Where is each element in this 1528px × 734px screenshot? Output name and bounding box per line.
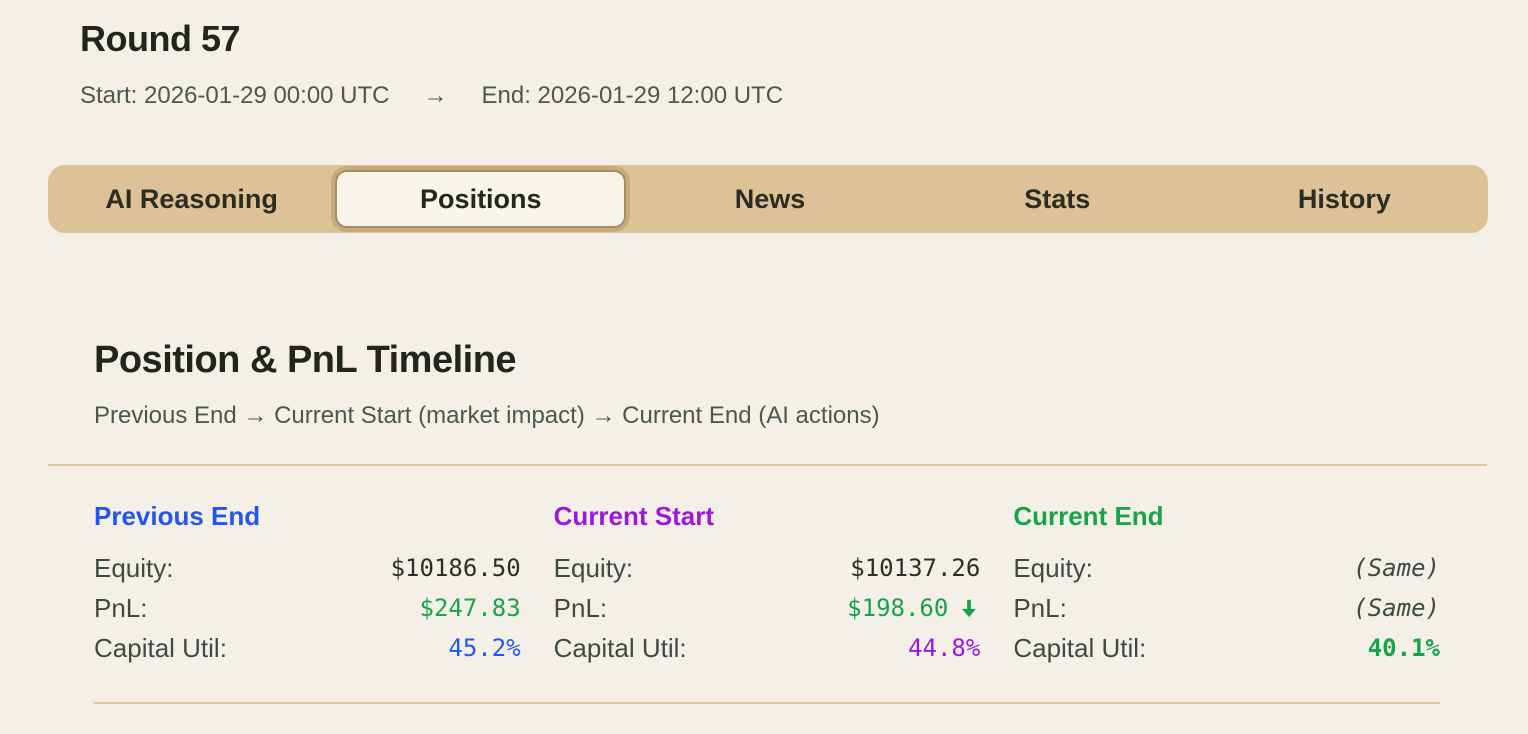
round-dates: Start: 2026-01-29 00:00 UTC → End: 2026-…: [80, 82, 1528, 110]
capital-util-label: Capital Util:: [553, 632, 687, 663]
equity-row: Equity: $10137.26: [554, 548, 981, 588]
round-end-time: End: 2026-01-29 12:00 UTC: [481, 82, 784, 109]
pnl-value-same: (Same): [1353, 594, 1440, 622]
capital-util-value: 44.8%: [908, 634, 981, 662]
column-header-previous-end: Previous End: [94, 501, 261, 531]
timeline-subtitle: Previous End → Current Start (market imp…: [94, 402, 880, 429]
pnl-label: PnL:: [94, 592, 148, 623]
equity-label: Equity:: [1013, 552, 1093, 583]
pnl-label: PnL:: [553, 592, 608, 623]
equity-value: $10186.50: [390, 554, 521, 582]
section-divider-bottom: [94, 702, 1440, 704]
capital-util-row: Capital Util: 40.1%: [1013, 628, 1440, 668]
tab-stats[interactable]: Stats: [1024, 183, 1091, 214]
capital-util-label: Capital Util:: [94, 632, 227, 663]
equity-row: Equity: $10186.50: [94, 548, 521, 588]
column-header-current-end: Current End: [1013, 501, 1164, 531]
equity-value-same: (Same): [1353, 554, 1440, 582]
capital-util-row: Capital Util: 45.2%: [94, 628, 521, 668]
pnl-amount: $198.60: [847, 594, 949, 622]
current-start-column: Current Start Equity: $10137.26 PnL: $19…: [554, 502, 981, 668]
tab-positions[interactable]: Positions: [335, 170, 627, 228]
pnl-value: $247.83: [419, 594, 521, 622]
pnl-label: PnL:: [1013, 592, 1067, 623]
current-end-column: Current End Equity: (Same) PnL: (Same) C…: [1013, 502, 1440, 668]
tab-news[interactable]: News: [734, 183, 806, 214]
round-header: Round 57 Start: 2026-01-29 00:00 UTC → E…: [0, 0, 1528, 110]
previous-end-column: Previous End Equity: $10186.50 PnL: $247…: [94, 502, 521, 668]
timeline-section: Position & PnL Timeline Previous End → C…: [0, 233, 1528, 704]
capital-util-value: 45.2%: [448, 634, 521, 662]
equity-label: Equity:: [553, 552, 634, 583]
arrow-right-icon: →: [423, 82, 448, 109]
column-header-current-start: Current Start: [553, 501, 715, 531]
equity-row: Equity: (Same): [1013, 548, 1440, 588]
timeline-columns: Previous End Equity: $10186.50 PnL: $247…: [94, 502, 1440, 668]
round-start-time: Start: 2026-01-29 00:00 UTC: [80, 82, 390, 109]
equity-label: Equity:: [94, 552, 174, 583]
capital-util-label: Capital Util:: [1013, 632, 1147, 663]
pnl-row: PnL: $247.83: [94, 588, 521, 628]
timeline-title: Position & PnL Timeline: [94, 339, 517, 381]
equity-value: $10137.26: [850, 554, 981, 582]
tab-ai-reasoning[interactable]: AI Reasoning: [105, 183, 278, 214]
pnl-value: $198.60: [847, 594, 980, 622]
tab-history[interactable]: History: [1297, 183, 1391, 214]
round-title: Round 57: [80, 18, 241, 59]
capital-util-row: Capital Util: 44.8%: [554, 628, 981, 668]
capital-util-value: 40.1%: [1367, 634, 1440, 662]
trend-down-icon: [958, 597, 980, 619]
tab-bar: AI Reasoning Positions News Stats Histor…: [48, 165, 1488, 233]
section-divider-top: [48, 464, 1487, 466]
pnl-row: PnL: $198.60: [554, 588, 981, 628]
pnl-row: PnL: (Same): [1013, 588, 1440, 628]
